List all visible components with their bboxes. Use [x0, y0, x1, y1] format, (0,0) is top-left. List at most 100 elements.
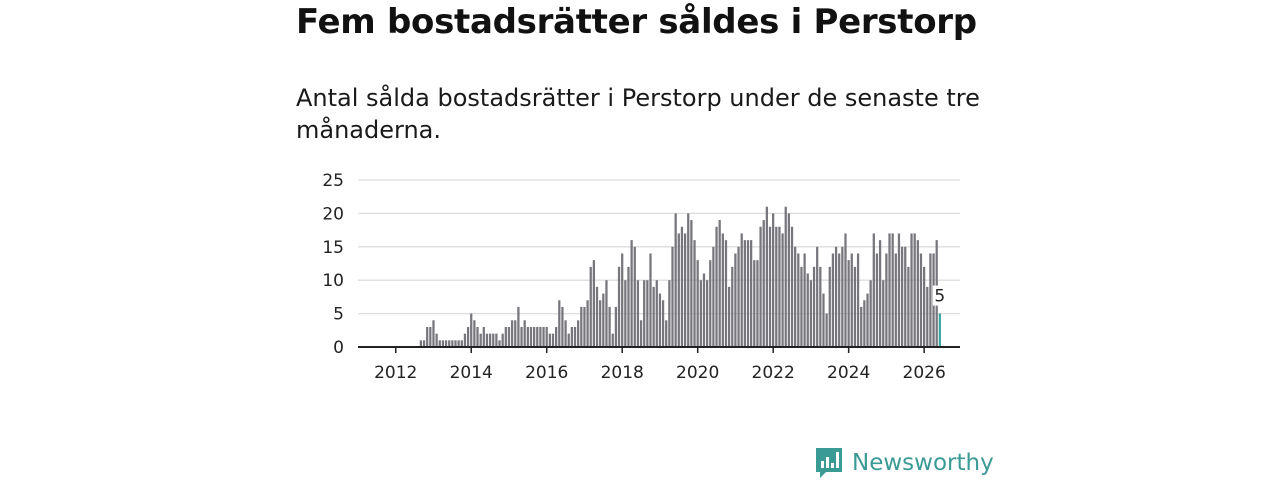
bar: [451, 340, 454, 347]
bar: [866, 293, 869, 347]
bar: [426, 326, 429, 347]
bar: [630, 240, 633, 347]
bar: [665, 320, 668, 347]
bar: [523, 320, 526, 347]
bar: [677, 233, 680, 347]
bar: [929, 253, 932, 347]
bar: [643, 280, 646, 347]
bar: [894, 253, 897, 347]
bar: [652, 286, 655, 347]
bar: [765, 206, 768, 347]
axes: [358, 346, 960, 353]
bar: [778, 226, 781, 347]
x-tick-label: 2026: [903, 363, 946, 383]
bar: [746, 240, 750, 347]
bar: [828, 266, 831, 347]
bar: [561, 306, 564, 347]
bar: [460, 340, 463, 347]
bar: [567, 333, 570, 347]
tick-labels: 0 5 10 15 20 25 2012 2014 2016 2018 2020 2022 2024 20…: [322, 171, 947, 383]
x-tick-label: 2022: [752, 363, 795, 383]
bar: [812, 266, 816, 347]
bar: [790, 226, 794, 347]
bar: [705, 280, 709, 347]
bar: [727, 286, 731, 347]
bar: [853, 266, 857, 347]
bar: [608, 306, 611, 347]
bar: [586, 300, 589, 347]
bar: [781, 233, 784, 347]
y-tick-label: 5: [333, 305, 344, 325]
bar: [457, 340, 460, 347]
bar: [435, 333, 438, 347]
bar: [539, 326, 542, 347]
bar: [715, 226, 718, 347]
bar: [514, 320, 517, 347]
bars: [419, 206, 941, 347]
bar: [784, 206, 787, 347]
bar: [762, 220, 765, 347]
bar: [699, 280, 702, 347]
bar: [712, 246, 715, 347]
bar: [737, 246, 740, 347]
bar: [882, 280, 885, 347]
bar: [583, 306, 586, 347]
bar: [536, 326, 539, 347]
bar: [831, 253, 835, 347]
bar: [661, 300, 665, 347]
bar: [750, 240, 753, 347]
bar: [900, 246, 904, 347]
bar: [473, 320, 476, 347]
bar: [555, 326, 558, 347]
bar: [504, 326, 507, 347]
bar: [463, 333, 467, 347]
bar: [816, 246, 819, 347]
bar: [501, 333, 504, 347]
bar: [759, 226, 762, 347]
chart-title: Fem bostadsrätter såldes i Perstorp: [296, 2, 977, 42]
bar: [841, 246, 844, 347]
bar: [847, 260, 850, 347]
bar: [687, 213, 690, 347]
bar: [466, 326, 470, 347]
bar: [916, 240, 919, 347]
bar: [797, 253, 800, 347]
bar: [775, 226, 778, 347]
bar: [838, 253, 841, 347]
x-tick-label: 2024: [827, 363, 870, 383]
bar: [438, 340, 441, 347]
bar: [806, 273, 809, 347]
bar: [577, 320, 580, 347]
bar: [564, 320, 567, 347]
bar: [897, 233, 901, 347]
bar: [696, 260, 699, 347]
bar: [533, 326, 536, 347]
bar: [476, 326, 479, 347]
bar: [636, 280, 640, 347]
bar: [611, 333, 614, 347]
bar: [570, 326, 573, 347]
bar: [482, 326, 485, 347]
bar: [690, 220, 693, 347]
bar: [856, 253, 860, 347]
y-tick-label: 25: [322, 171, 344, 191]
bar: [756, 260, 759, 347]
bar: [819, 266, 822, 347]
bar: [529, 326, 533, 347]
value-annotation: 5: [934, 287, 945, 307]
annotation-bg: [932, 285, 947, 306]
bar: [639, 320, 643, 347]
bar: [573, 326, 577, 347]
bar: [444, 340, 448, 347]
bar: [919, 253, 923, 347]
newsworthy-logo[interactable]: Newsworthy: [814, 446, 994, 480]
newsworthy-icon: [816, 448, 842, 478]
chart-subtitle: Antal sålda bostadsrätter i Perstorp und…: [296, 84, 980, 144]
bar: [624, 280, 627, 347]
bar: [869, 280, 872, 347]
bar-highlight: [938, 313, 941, 347]
bar: [875, 253, 879, 347]
bar: [834, 246, 838, 347]
bar: [709, 260, 712, 347]
bar: [479, 333, 482, 347]
